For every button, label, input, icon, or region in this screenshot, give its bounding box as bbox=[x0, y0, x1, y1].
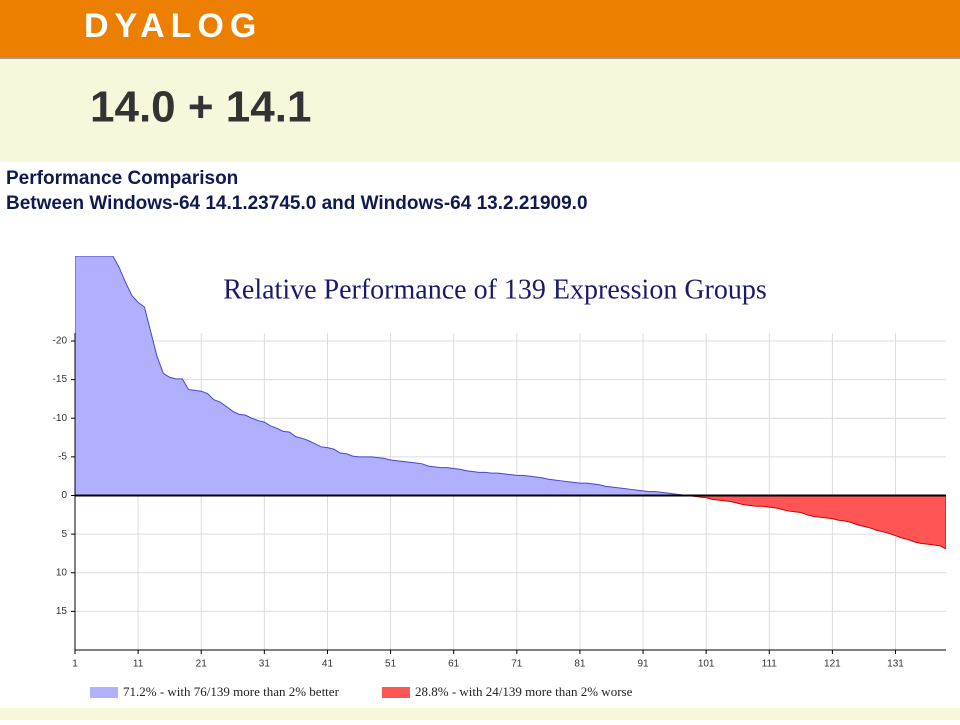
legend-swatch bbox=[90, 687, 118, 698]
x-tick-label: 21 bbox=[196, 659, 208, 670]
area bbox=[687, 494, 946, 550]
heading-line: Performance Comparison bbox=[6, 168, 238, 189]
logo: DYALOG bbox=[84, 7, 262, 45]
y-tick-label: -10 bbox=[53, 413, 68, 424]
x-tick-label: 31 bbox=[259, 659, 271, 670]
legend-swatch bbox=[382, 687, 410, 698]
y-tick-label: 0 bbox=[61, 490, 67, 501]
x-tick-label: 81 bbox=[574, 659, 586, 670]
x-tick-label: 71 bbox=[511, 659, 523, 670]
y-tick-label: -20 bbox=[53, 336, 68, 347]
x-tick-label: 91 bbox=[637, 659, 649, 670]
y-tick-label: 10 bbox=[56, 567, 68, 578]
x-tick-label: 41 bbox=[322, 659, 334, 670]
title-band bbox=[0, 59, 960, 162]
header-rule bbox=[0, 57, 960, 59]
x-tick-label: 111 bbox=[762, 659, 778, 670]
slide-title: 14.0 + 14.1 bbox=[90, 83, 311, 132]
area bbox=[75, 256, 688, 496]
heading-line: Between Windows-64 14.1.23745.0 and Wind… bbox=[6, 193, 588, 214]
x-tick-label: 121 bbox=[824, 659, 841, 670]
plot bbox=[75, 256, 946, 550]
x-tick-label: 51 bbox=[385, 659, 397, 670]
legend: 71.2% - with 76/139 more than 2% better 2… bbox=[90, 684, 633, 699]
y-tick-label: 5 bbox=[61, 529, 67, 540]
x-tick-label: 61 bbox=[448, 659, 460, 670]
x-tick-label: 101 bbox=[698, 659, 715, 670]
y-tick-label: -5 bbox=[58, 452, 67, 463]
x-tick-label: 11 bbox=[133, 659, 144, 670]
header-bar bbox=[0, 0, 960, 57]
legend-label: 28.8% - with 24/139 more than 2% worse bbox=[415, 684, 633, 699]
y-tick-label: -15 bbox=[53, 374, 68, 385]
x-tick-label: 1 bbox=[72, 659, 78, 670]
footer-band bbox=[0, 708, 960, 720]
y-tick-label: 15 bbox=[56, 606, 68, 617]
legend-label: 71.2% - with 76/139 more than 2% better bbox=[123, 684, 340, 699]
chart-title: Relative Performance of 139 Expression G… bbox=[223, 274, 767, 305]
x-tick-label: 131 bbox=[887, 659, 904, 670]
